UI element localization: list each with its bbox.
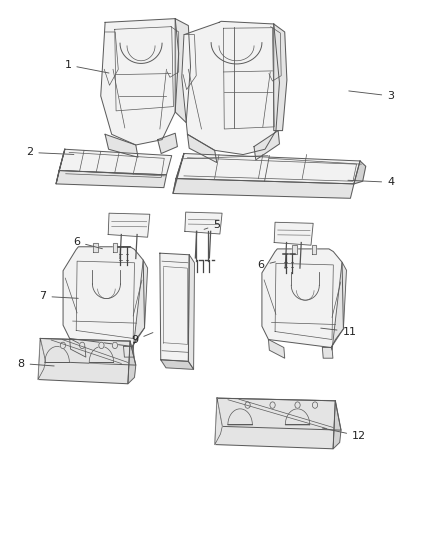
Polygon shape [59,149,172,175]
Polygon shape [292,245,297,254]
Polygon shape [354,161,366,184]
Text: 6: 6 [73,237,102,249]
Circle shape [270,402,275,408]
Polygon shape [158,133,177,154]
Text: 4: 4 [348,177,394,187]
Polygon shape [188,255,194,369]
Polygon shape [217,398,341,430]
Circle shape [312,402,318,408]
Text: 6: 6 [258,261,276,270]
Text: 8: 8 [18,359,54,368]
Polygon shape [333,401,341,449]
Polygon shape [176,154,360,184]
Polygon shape [38,338,130,384]
Polygon shape [161,360,194,369]
Polygon shape [322,348,333,358]
Polygon shape [215,398,336,449]
Text: 2: 2 [26,148,74,157]
Text: 7: 7 [39,292,78,301]
Circle shape [99,342,104,349]
Text: 11: 11 [321,327,357,336]
Polygon shape [262,249,343,348]
Circle shape [295,402,300,408]
Polygon shape [128,341,136,384]
Polygon shape [45,346,69,362]
Polygon shape [312,245,316,254]
Text: 5: 5 [204,220,220,230]
Polygon shape [132,260,148,349]
Polygon shape [274,24,287,131]
Text: 1: 1 [64,60,109,73]
Polygon shape [56,149,65,184]
Polygon shape [187,134,217,163]
Polygon shape [70,338,86,357]
Polygon shape [93,243,98,252]
Text: 3: 3 [349,91,394,101]
Polygon shape [331,262,346,350]
Circle shape [60,342,66,349]
Polygon shape [175,19,191,123]
Text: 12: 12 [322,428,366,441]
Polygon shape [173,179,354,198]
Polygon shape [268,340,285,358]
Polygon shape [108,213,150,237]
Polygon shape [285,409,310,425]
Polygon shape [38,338,46,379]
Polygon shape [113,243,117,252]
Polygon shape [274,222,313,245]
Polygon shape [254,131,279,160]
Circle shape [245,402,250,408]
Circle shape [80,342,85,349]
Polygon shape [124,346,134,357]
Polygon shape [105,134,138,157]
Polygon shape [215,398,223,445]
Polygon shape [228,409,252,425]
Polygon shape [160,253,189,361]
Polygon shape [185,212,222,234]
Text: 9: 9 [131,333,153,345]
Polygon shape [56,171,166,188]
Polygon shape [89,346,114,362]
Polygon shape [182,21,279,155]
Polygon shape [40,338,136,365]
Polygon shape [101,19,179,145]
Circle shape [112,342,117,349]
Polygon shape [173,154,184,193]
Polygon shape [63,247,145,346]
